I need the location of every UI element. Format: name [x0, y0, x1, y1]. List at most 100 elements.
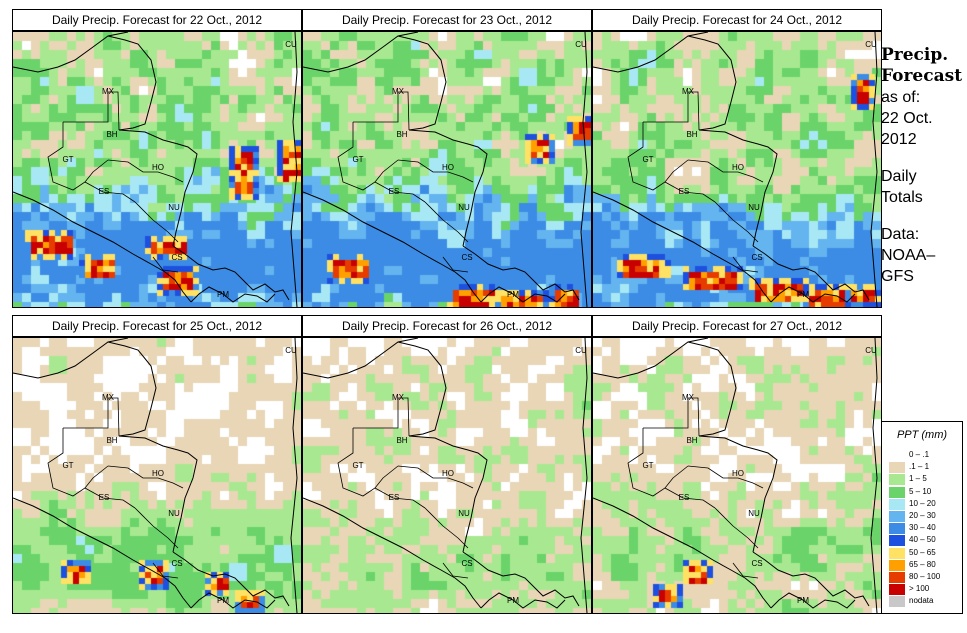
- country-label: GT: [642, 155, 653, 164]
- coastline: [462, 551, 580, 607]
- country-border: [442, 562, 469, 579]
- country-border: [134, 201, 179, 243]
- coastline: [118, 435, 198, 553]
- precip-map: MX BH GT HO ES NU CS PM CU: [302, 337, 592, 614]
- country-border: [63, 397, 120, 437]
- precip-grid: [13, 338, 301, 613]
- legend-item: 1 – 5: [889, 473, 959, 486]
- coastline: [107, 341, 157, 437]
- country-border: [687, 465, 764, 489]
- coastline: [593, 191, 772, 303]
- country-border: [424, 507, 469, 549]
- country-label: CS: [461, 559, 472, 568]
- country-label: CU: [575, 346, 587, 355]
- coastline: [687, 35, 737, 131]
- country-border: [63, 91, 120, 131]
- legend-swatch: [889, 596, 905, 608]
- legend-item: .1 – 1: [889, 461, 959, 474]
- country-label: PM: [217, 290, 229, 299]
- coastline: [190, 286, 276, 303]
- legend-swatch: [889, 511, 905, 522]
- coastline: [118, 129, 198, 247]
- coastline: [290, 338, 298, 613]
- country-border: [732, 562, 759, 579]
- country-label: CS: [461, 253, 472, 262]
- precip-grid: [303, 338, 591, 613]
- country-label: PM: [507, 290, 519, 299]
- legend-swatch: [889, 547, 905, 559]
- country-label: NU: [168, 203, 180, 212]
- map-outline-overlay: MX BH GT HO ES NU CS PM CU: [303, 338, 588, 613]
- country-border: [714, 507, 759, 549]
- coastline: [397, 341, 447, 437]
- legend-label: 20 – 30: [909, 511, 936, 520]
- country-label: NU: [458, 509, 470, 518]
- precip-map: MX BH GT HO ES NU CS PM CU: [12, 337, 302, 614]
- country-border: [47, 122, 109, 191]
- panel-title: Daily Precip. Forecast for 26 Oct., 2012: [302, 315, 592, 337]
- legend-label: 50 – 65: [909, 547, 936, 557]
- country-border: [627, 428, 689, 497]
- coastline: [397, 35, 447, 131]
- legend-item: nodata: [889, 595, 959, 608]
- country-label: CU: [865, 346, 877, 355]
- panel-title: Daily Precip. Forecast for 27 Oct., 2012: [592, 315, 882, 337]
- legend-item: 10 – 20: [889, 498, 959, 510]
- coastline: [107, 35, 157, 131]
- country-label: ES: [389, 187, 400, 196]
- coastline: [593, 497, 772, 609]
- totals-label: Totals: [881, 189, 923, 206]
- coastline: [290, 32, 298, 307]
- forecast-panel-oct-23: Daily Precip. Forecast for 23 Oct., 2012…: [302, 9, 592, 308]
- country-label: MX: [682, 393, 695, 402]
- forecast-panel-oct-22: Daily Precip. Forecast for 22 Oct., 2012…: [12, 9, 302, 308]
- coastline: [172, 245, 290, 301]
- country-border: [134, 507, 179, 549]
- country-label: MX: [102, 87, 115, 96]
- legend-swatch: [889, 462, 905, 474]
- forecast-panel-oct-25: Daily Precip. Forecast for 25 Oct., 2012…: [12, 315, 302, 614]
- legend-swatch: [889, 498, 905, 510]
- asof-year: 2012: [881, 131, 917, 148]
- legend-swatch: [889, 584, 905, 596]
- coastline: [13, 32, 129, 73]
- country-border: [687, 159, 764, 183]
- coastline: [770, 592, 856, 609]
- country-label: CU: [865, 40, 877, 49]
- forecast-info: Precip. Forecast as of: 22 Oct. 2012 Dai…: [881, 45, 965, 287]
- map-outline-overlay: MX BH GT HO ES NU CS PM CU: [13, 338, 298, 613]
- country-border: [107, 465, 184, 489]
- country-label: HO: [442, 163, 454, 172]
- forecast-panel-oct-26: Daily Precip. Forecast for 26 Oct., 2012…: [302, 315, 592, 614]
- legend-item: 65 – 80: [889, 559, 959, 571]
- country-border: [643, 91, 700, 131]
- country-label: GT: [642, 461, 653, 470]
- legend-label: nodata: [909, 596, 934, 606]
- precip-map: MX BH GT HO ES NU CS PM CU: [12, 31, 302, 308]
- country-label: BH: [106, 130, 117, 139]
- country-label: HO: [152, 469, 164, 478]
- country-label: ES: [389, 493, 400, 502]
- precip-grid: [593, 32, 881, 307]
- legend-item: 80 – 100: [889, 571, 959, 583]
- country-border: [152, 562, 179, 579]
- legend-item: 40 – 50: [889, 534, 959, 547]
- country-label: BH: [686, 436, 697, 445]
- data-label: Data:: [881, 226, 920, 243]
- country-label: GT: [62, 461, 73, 470]
- country-border: [397, 465, 474, 489]
- country-label: CS: [751, 253, 762, 262]
- country-label: GT: [62, 155, 73, 164]
- country-border: [424, 201, 469, 243]
- coastline: [752, 551, 870, 607]
- country-label: ES: [99, 493, 110, 502]
- legend-label: .1 – 1: [909, 462, 930, 472]
- coastline: [13, 191, 192, 303]
- coastline: [770, 286, 856, 303]
- country-label: NU: [168, 509, 180, 518]
- country-label: PM: [797, 596, 809, 605]
- legend-title: PPT (mm): [896, 429, 948, 441]
- legend-item: 5 – 10: [889, 486, 959, 498]
- country-label: ES: [679, 493, 690, 502]
- panel-title: Daily Precip. Forecast for 24 Oct., 2012: [592, 9, 882, 31]
